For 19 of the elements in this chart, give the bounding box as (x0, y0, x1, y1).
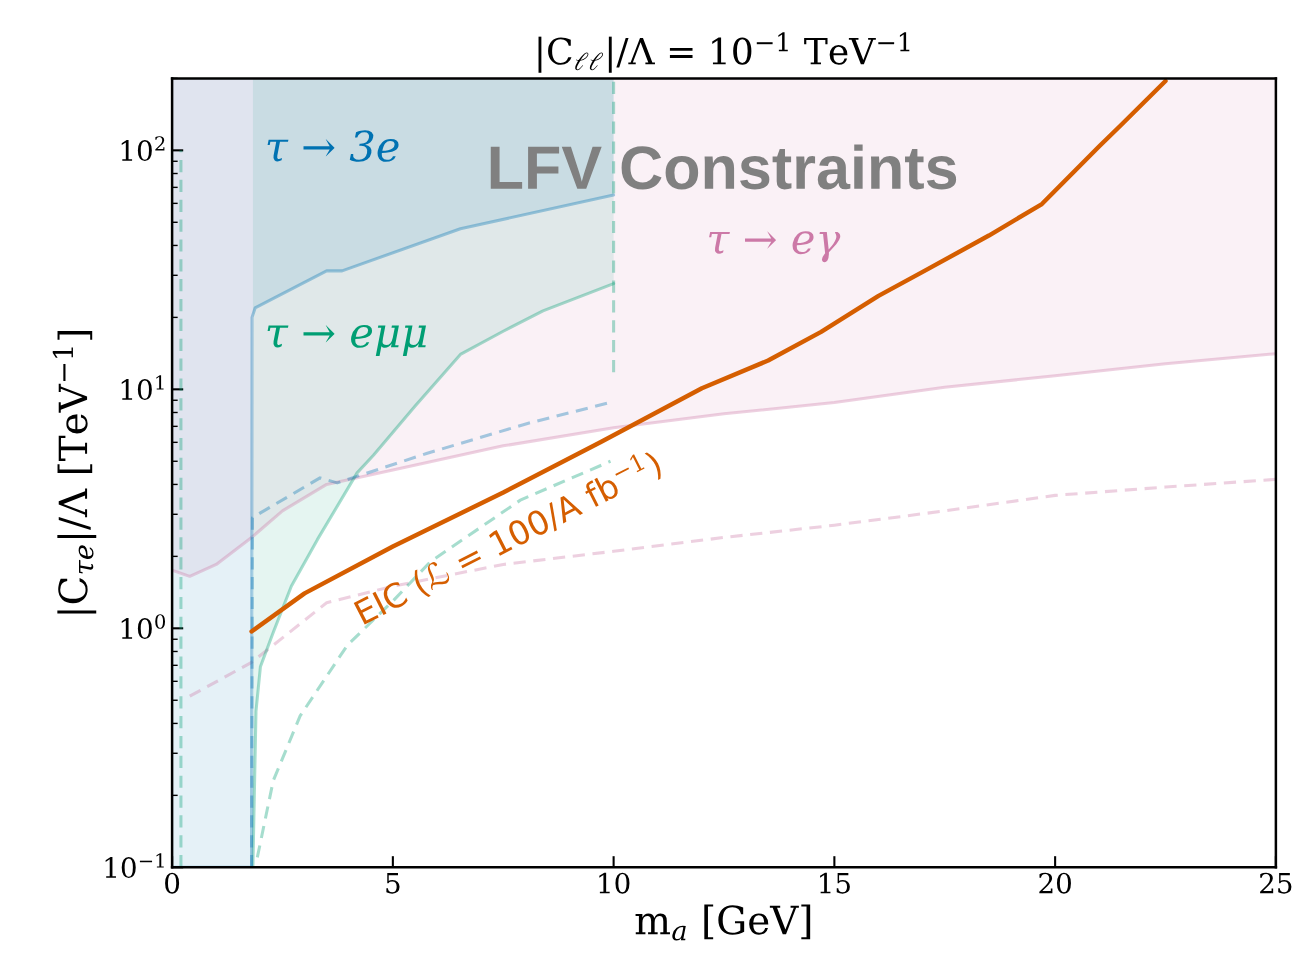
chart-title: |C$_{ℓℓ}$|/Λ = 10$^{−1}$ TeV$^{−1}$ (538, 32, 910, 73)
text: τ → eγ (709, 231, 841, 263)
annotation: LFV Constraints (490, 144, 957, 190)
x-tick-label: 15 (820, 872, 850, 894)
text: EIC (ℒ = 100/A fb$^{−1}$) (351, 446, 665, 629)
y-tick-label: 10$^{0}$ (121, 614, 166, 640)
x-tick-label: 20 (1039, 872, 1071, 894)
text: τ → 3e (267, 130, 399, 162)
y-tick-label: 10$^{1}$ (121, 375, 164, 401)
x-tick-label: 25 (1260, 872, 1292, 894)
x-tick-label: 0 (165, 872, 180, 894)
y-axis-title: |C$_{τe}$|/Λ [TeV$^{−1}$] (52, 330, 97, 614)
y-tick-label: 10$^{2}$ (121, 136, 165, 162)
x-tick-label: 5 (386, 873, 400, 894)
y-tick-label: 10$^{−1}$ (105, 853, 164, 879)
x-axis-title: m$_{a}$ [GeV] (635, 904, 811, 941)
line-series (249, 78, 1168, 634)
series-label: τ → eμμ (267, 325, 426, 356)
x-tick-label: 10 (599, 872, 630, 894)
